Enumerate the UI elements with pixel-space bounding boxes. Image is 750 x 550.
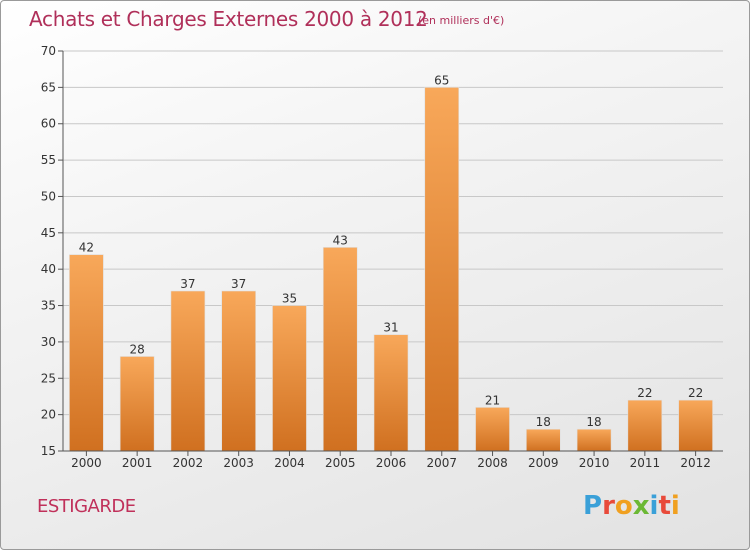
bar — [322, 247, 358, 452]
y-tick-label: 55 — [41, 153, 56, 167]
x-tick-label: 2006 — [376, 456, 407, 470]
bar — [373, 334, 409, 452]
data-label: 42 — [79, 241, 94, 255]
x-tick-label: 2005 — [325, 456, 356, 470]
proxiti-logo: Proxiti — [583, 491, 680, 521]
x-tick-label: 2007 — [426, 456, 457, 470]
y-tick-label: 25 — [41, 371, 56, 385]
x-tick-label: 2001 — [122, 456, 153, 470]
logo-letter: o — [614, 491, 633, 521]
y-tick-label: 40 — [41, 262, 56, 276]
data-label: 43 — [333, 233, 348, 247]
y-tick-label: 35 — [41, 299, 56, 313]
y-tick-label: 30 — [41, 335, 56, 349]
town-name: ESTIGARDE — [37, 496, 136, 517]
x-tick-label: 2011 — [630, 456, 661, 470]
data-label: 18 — [586, 415, 601, 429]
data-label: 21 — [485, 393, 500, 407]
data-label: 31 — [383, 321, 398, 335]
bar — [69, 254, 104, 452]
bar — [627, 399, 663, 452]
x-axis-ticks: 2000 2001 2002 2003 2004 2005 2006 2007 2008 2009… — [71, 451, 711, 470]
data-label: 65 — [434, 73, 449, 87]
logo-letter: x — [632, 491, 650, 521]
x-tick-label: 2008 — [477, 456, 508, 470]
logo-letter: t — [658, 491, 671, 521]
y-tick-label: 50 — [41, 189, 56, 203]
chart-unit-subtitle: (en milliers d'€) — [418, 14, 505, 27]
axes — [62, 51, 723, 452]
data-label: 22 — [688, 386, 703, 400]
data-label: 28 — [130, 342, 145, 356]
y-tick-label: 15 — [41, 444, 56, 458]
data-label: 18 — [536, 415, 551, 429]
x-tick-label: 2012 — [680, 456, 711, 470]
data-label: 37 — [180, 277, 195, 291]
bar — [526, 428, 561, 452]
bar — [678, 399, 713, 452]
x-tick-label: 2010 — [579, 456, 610, 470]
x-tick-label: 2009 — [528, 456, 559, 470]
logo-letter: i — [649, 491, 659, 521]
bar — [475, 407, 510, 452]
x-tick-label: 2000 — [71, 456, 102, 470]
logo-letter: r — [602, 491, 615, 521]
x-tick-label: 2004 — [274, 456, 305, 470]
y-tick-label: 60 — [41, 117, 56, 131]
x-tick-label: 2002 — [173, 456, 204, 470]
data-labels: 42 28 37 37 35 43 31 65 21 18 18 22 22 — [79, 73, 704, 429]
logo-letter: P — [583, 491, 603, 521]
y-tick-label: 45 — [41, 226, 56, 240]
bar — [170, 290, 206, 452]
y-axis-ticks: 15 20 25 30 35 40 45 50 55 60 65 70 — [41, 44, 63, 458]
bar — [424, 87, 460, 452]
bar — [221, 290, 256, 452]
y-tick-label: 70 — [41, 44, 56, 58]
bar — [576, 428, 612, 452]
logo-letter: i — [670, 491, 680, 521]
data-label: 35 — [282, 292, 297, 306]
chart-title: Achats et Charges Externes 2000 à 2012 — [29, 7, 428, 31]
data-label: 22 — [637, 386, 652, 400]
x-tick-label: 2003 — [223, 456, 254, 470]
y-tick-label: 65 — [41, 80, 56, 94]
bar — [272, 305, 307, 452]
y-tick-label: 20 — [41, 408, 56, 422]
bars — [69, 87, 713, 452]
bar — [119, 356, 155, 452]
data-label: 37 — [231, 277, 246, 291]
